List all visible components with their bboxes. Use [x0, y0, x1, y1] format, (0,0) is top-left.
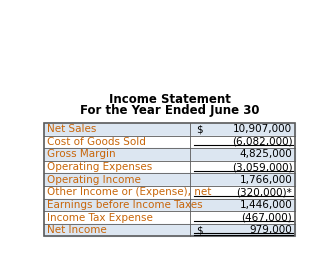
Bar — [44, 123, 295, 236]
Text: 979,000: 979,000 — [250, 225, 292, 235]
Bar — [44, 161, 295, 173]
Text: Other Income or (Expense), net: Other Income or (Expense), net — [47, 187, 212, 197]
Bar — [44, 224, 295, 236]
Bar — [44, 173, 295, 186]
Text: For the Year Ended June 30: For the Year Ended June 30 — [80, 104, 260, 117]
Text: Gross Margin: Gross Margin — [47, 150, 116, 159]
Text: (6,082,000): (6,082,000) — [232, 137, 292, 147]
Bar — [44, 199, 295, 211]
Bar — [44, 148, 295, 161]
Text: Earnings before Income Taxes: Earnings before Income Taxes — [47, 200, 203, 210]
Text: 1,766,000: 1,766,000 — [240, 175, 292, 185]
Bar — [44, 186, 295, 199]
Text: (467,000): (467,000) — [242, 213, 292, 222]
Text: Income Tax Expense: Income Tax Expense — [47, 213, 153, 222]
Text: Operating Expenses: Operating Expenses — [47, 162, 152, 172]
Text: 10,907,000: 10,907,000 — [233, 124, 292, 134]
Text: 1,446,000: 1,446,000 — [240, 200, 292, 210]
Text: (320,000)*: (320,000)* — [237, 187, 292, 197]
Bar — [44, 136, 295, 148]
Text: Net Income: Net Income — [47, 225, 107, 235]
Bar — [44, 123, 295, 136]
Text: Net Sales: Net Sales — [47, 124, 96, 134]
Text: $: $ — [196, 225, 203, 235]
Text: Cost of Goods Sold: Cost of Goods Sold — [47, 137, 146, 147]
Text: 4,825,000: 4,825,000 — [240, 150, 292, 159]
Text: Operating Income: Operating Income — [47, 175, 141, 185]
Text: (3,059,000): (3,059,000) — [232, 162, 292, 172]
Text: $: $ — [196, 124, 203, 134]
Text: Income Statement: Income Statement — [109, 93, 231, 106]
Bar — [44, 211, 295, 224]
